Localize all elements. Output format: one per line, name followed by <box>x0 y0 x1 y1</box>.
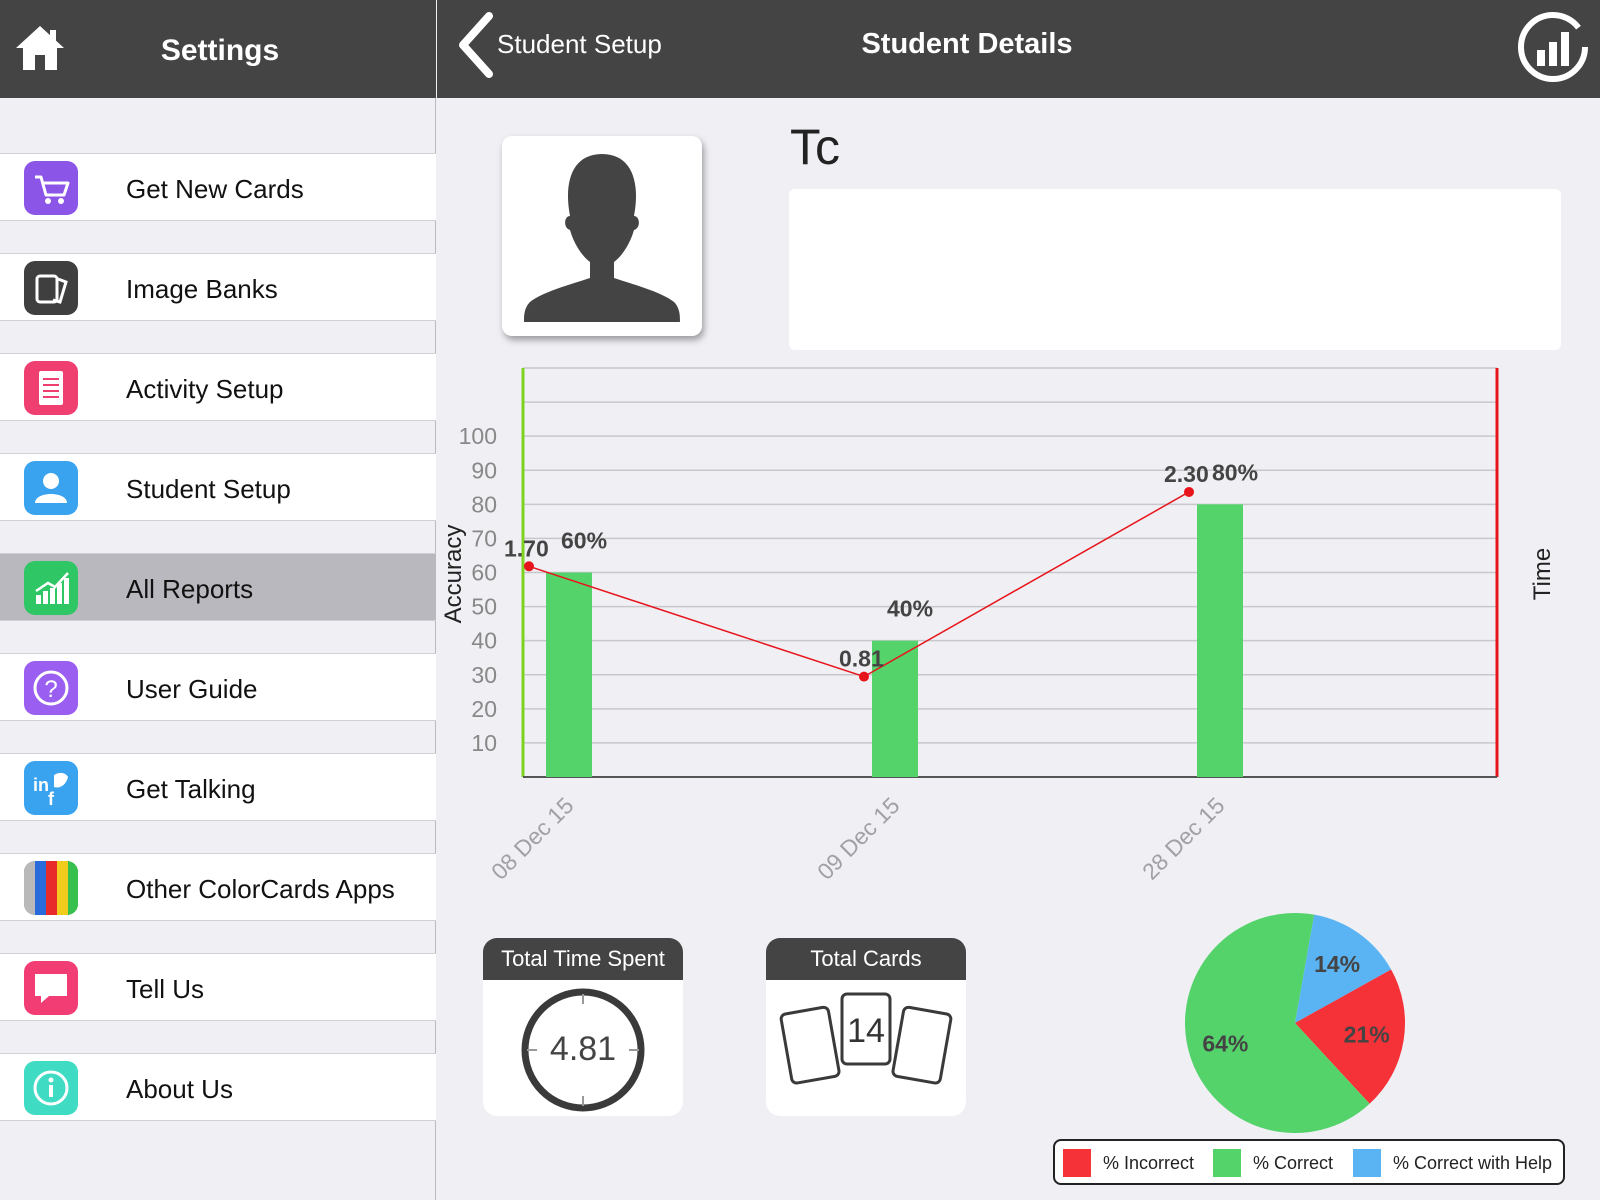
pie-slice-label: 21% <box>1344 1021 1390 1047</box>
bar-chart-icon <box>24 561 78 615</box>
page-title: Student Details <box>861 28 1073 60</box>
y-tick-label: 90 <box>471 457 497 483</box>
y-tick-label: 100 <box>459 423 497 449</box>
sidebar-item-get-new-cards[interactable]: Get New Cards <box>0 153 436 221</box>
sidebar-item-activity-setup[interactable]: Activity Setup <box>0 353 436 421</box>
time-point <box>859 671 869 682</box>
legend-label: % Correct with Help <box>1393 1153 1553 1173</box>
person-icon <box>24 461 78 515</box>
legend-swatch <box>1063 1149 1091 1177</box>
time-label: 2.30 <box>1164 461 1209 487</box>
total-cards-value: 14 <box>847 1012 885 1050</box>
total-time-card: Total Time Spent 4.81 <box>483 938 683 1116</box>
sidebar-item-label: All Reports <box>126 574 254 604</box>
student-notes-field[interactable] <box>789 189 1561 350</box>
y-tick-label: 70 <box>471 525 497 551</box>
time-point <box>1184 486 1194 497</box>
pie-slice <box>1185 913 1370 1133</box>
bar-label: 60% <box>561 528 607 554</box>
student-name: Tc <box>790 119 840 175</box>
pie-legend: % Incorrect % Correct % Correct with Help <box>1053 1139 1565 1185</box>
back-button[interactable]: Student Setup <box>455 10 705 80</box>
sidebar-item-label: Get New Cards <box>126 174 304 204</box>
sidebar-item-other-colorcards-apps[interactable]: Other ColorCards Apps <box>0 853 436 921</box>
home-icon[interactable] <box>14 22 66 74</box>
y-tick-label: 20 <box>471 696 497 722</box>
accuracy-pie-chart: 14% 21% 64% <box>1185 913 1405 1133</box>
bar <box>872 640 918 777</box>
bar-label: 80% <box>1212 459 1258 485</box>
bar <box>546 572 592 777</box>
legend-swatch <box>1353 1149 1381 1177</box>
y-tick-label: 80 <box>471 491 497 517</box>
time-label: 1.70 <box>504 535 549 561</box>
x-tick-label: 08 Dec 15 <box>486 792 579 885</box>
sidebar-item-label: User Guide <box>126 674 258 704</box>
sidebar-item-user-guide[interactable]: ? User Guide <box>0 653 436 721</box>
accuracy-time-chart: 10 20 30 40 50 60 70 80 90 100 60% 40% 80% 1.70 0.81 2.… <box>440 367 1556 885</box>
sidebar-item-get-talking[interactable]: in f Get Talking <box>0 753 436 821</box>
sidebar-item-label: About Us <box>126 1074 233 1104</box>
cards-icon: 14 <box>779 992 953 1085</box>
svg-text:in: in <box>33 775 49 795</box>
y-tick-label: 60 <box>471 560 497 586</box>
y-tick-label: 50 <box>471 594 497 620</box>
sidebar-header: Settings <box>0 0 436 98</box>
sidebar-item-label: Activity Setup <box>126 374 284 404</box>
sidebar-item-student-setup[interactable]: Student Setup <box>0 453 436 521</box>
sidebar-item-label: Get Talking <box>126 774 256 804</box>
detail-header: Student Setup Student Details <box>437 0 1600 98</box>
bar-label: 40% <box>887 596 933 622</box>
info-icon <box>24 1061 78 1115</box>
legend-label: % Incorrect <box>1103 1153 1195 1173</box>
y-axis-title: Accuracy <box>440 525 467 624</box>
checklist-icon <box>24 361 78 415</box>
y-tick-label: 40 <box>471 628 497 654</box>
sidebar-item-image-banks[interactable]: Image Banks <box>0 253 436 321</box>
y-tick-label: 10 <box>471 730 497 756</box>
settings-sidebar: Settings Get New Cards Image Banks Activit… <box>0 0 436 1200</box>
pie-slice-label: 14% <box>1314 951 1360 977</box>
legend-swatch <box>1213 1149 1241 1177</box>
svg-text:?: ? <box>44 676 57 703</box>
time-point <box>524 561 534 572</box>
svg-text:f: f <box>48 789 55 809</box>
student-avatar[interactable] <box>502 136 702 336</box>
total-time-value: 4.81 <box>549 1030 617 1068</box>
shopping-cart-icon <box>24 161 78 215</box>
total-cards-card: Total Cards 14 <box>766 938 966 1116</box>
speech-bubble-icon <box>24 961 78 1015</box>
sidebar-item-about-us[interactable]: About Us <box>0 1053 436 1121</box>
time-label: 0.81 <box>839 646 884 672</box>
sidebar-item-all-reports[interactable]: All Reports <box>0 553 436 621</box>
sidebar-title: Settings <box>160 34 280 67</box>
x-tick-label: 09 Dec 15 <box>812 792 905 885</box>
chevron-left-icon <box>459 12 493 78</box>
reports-chart-icon[interactable] <box>1516 10 1590 84</box>
total-cards-title: Total Cards <box>766 938 966 980</box>
sidebar-item-label: Other ColorCards Apps <box>126 874 395 904</box>
pie-slice-label: 64% <box>1202 1030 1248 1056</box>
sidebar-item-label: Tell Us <box>126 974 205 1004</box>
legend-label: % Correct <box>1253 1153 1334 1173</box>
total-time-title: Total Time Spent <box>483 938 683 980</box>
color-stripes-icon <box>24 861 78 915</box>
x-tick-label: 28 Dec 15 <box>1137 792 1230 885</box>
y2-axis-title: Time <box>1529 548 1556 600</box>
sidebar-item-label: Image Banks <box>126 274 278 304</box>
sidebar-item-tell-us[interactable]: Tell Us <box>0 953 436 1021</box>
social-icon: in f <box>24 761 78 815</box>
image-banks-icon <box>24 261 78 315</box>
pie-slice <box>1295 969 1405 1104</box>
sidebar-item-label: Student Setup <box>126 474 291 504</box>
stopwatch-icon <box>521 988 645 1112</box>
pie-slice <box>1295 914 1392 1023</box>
y-tick-label: 30 <box>471 662 497 688</box>
back-button-label: Student Setup <box>497 29 662 59</box>
question-icon: ? <box>24 661 78 715</box>
person-silhouette-icon <box>524 154 680 322</box>
bar <box>1197 504 1243 777</box>
